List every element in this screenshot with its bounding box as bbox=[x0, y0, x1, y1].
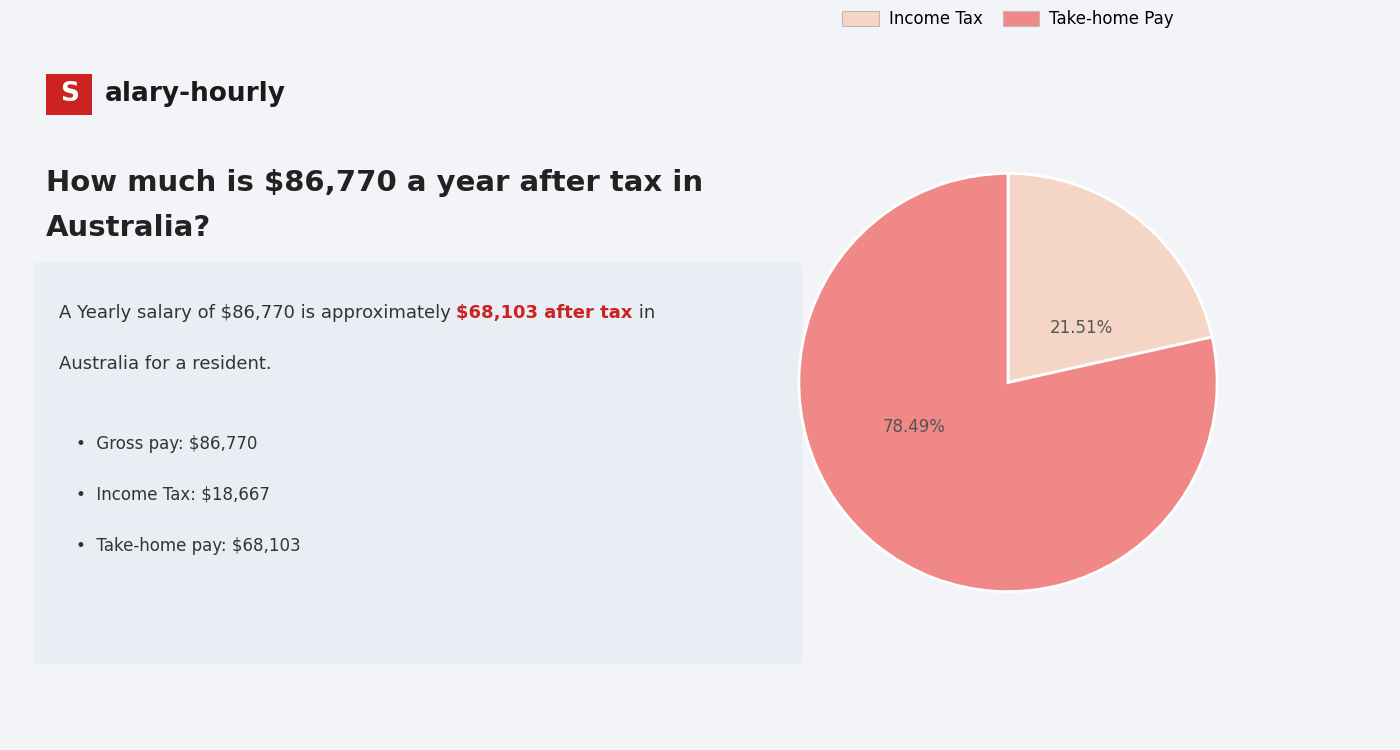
Text: •  Income Tax: $18,667: • Income Tax: $18,667 bbox=[76, 486, 269, 504]
FancyBboxPatch shape bbox=[34, 262, 802, 664]
FancyBboxPatch shape bbox=[46, 74, 92, 115]
Wedge shape bbox=[799, 173, 1217, 592]
Text: •  Take-home pay: $68,103: • Take-home pay: $68,103 bbox=[76, 537, 300, 555]
Text: A Yearly salary of $86,770 is approximately: A Yearly salary of $86,770 is approximat… bbox=[59, 304, 456, 322]
Text: Australia?: Australia? bbox=[46, 214, 211, 242]
Text: in: in bbox=[633, 304, 655, 322]
Text: S: S bbox=[60, 81, 80, 106]
Text: $68,103 after tax: $68,103 after tax bbox=[456, 304, 633, 322]
Text: 78.49%: 78.49% bbox=[883, 418, 946, 436]
Text: 21.51%: 21.51% bbox=[1050, 320, 1113, 338]
Text: •  Gross pay: $86,770: • Gross pay: $86,770 bbox=[76, 435, 258, 453]
Legend: Income Tax, Take-home Pay: Income Tax, Take-home Pay bbox=[836, 4, 1180, 34]
Text: How much is $86,770 a year after tax in: How much is $86,770 a year after tax in bbox=[46, 169, 703, 196]
Wedge shape bbox=[1008, 173, 1212, 382]
Text: Australia for a resident.: Australia for a resident. bbox=[59, 355, 272, 373]
Text: alary-hourly: alary-hourly bbox=[105, 81, 286, 106]
